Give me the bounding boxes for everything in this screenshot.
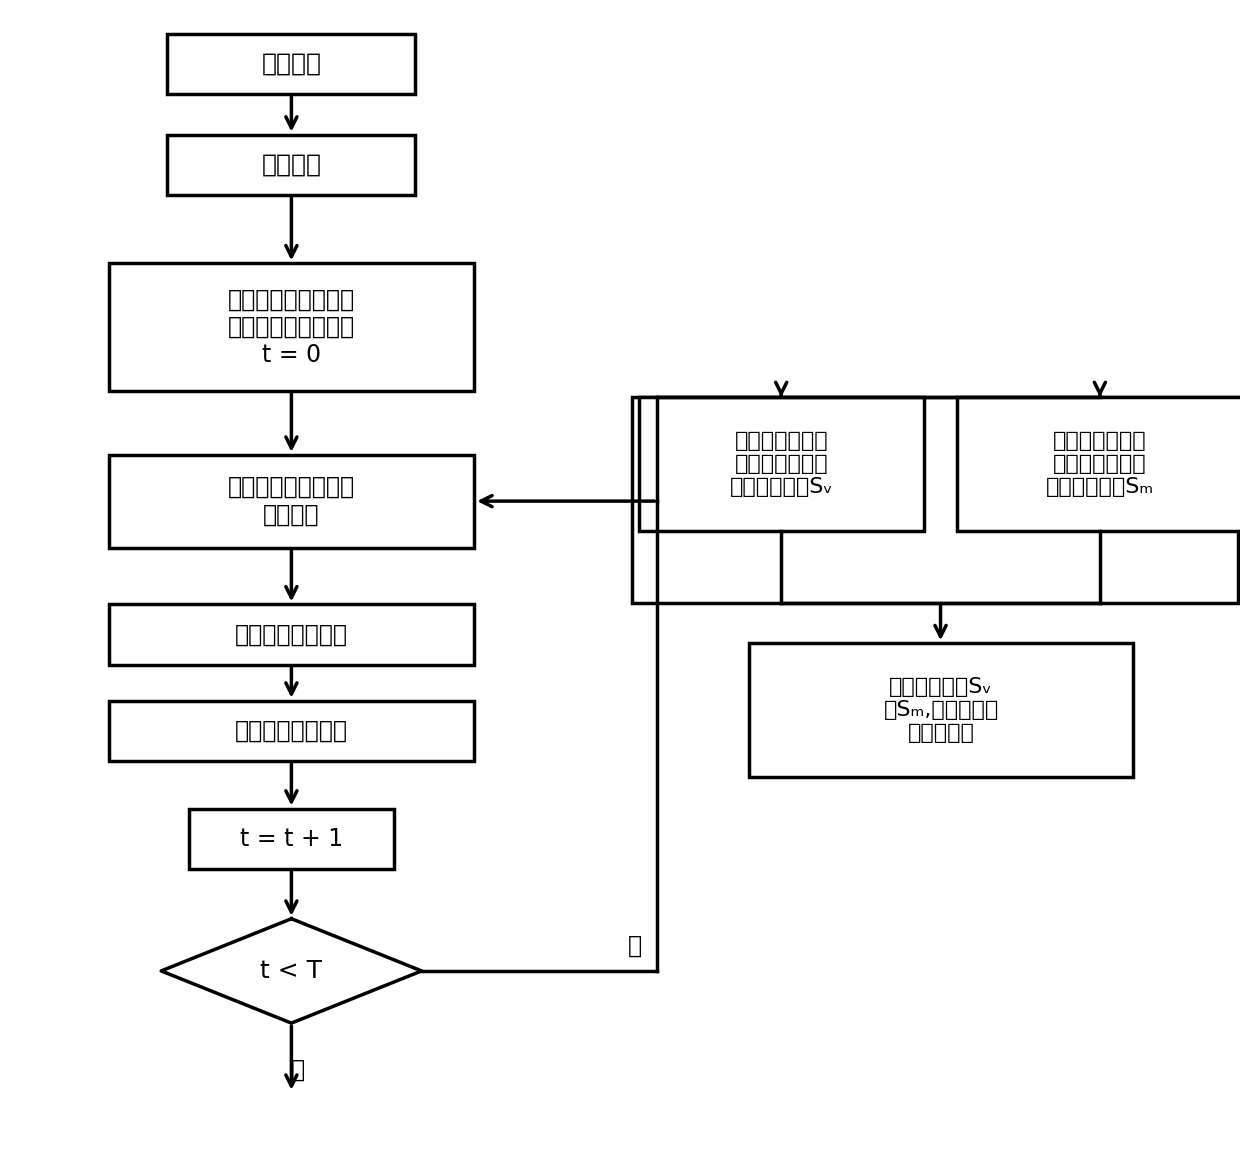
Bar (632, 397, 1238, 603)
Bar (957, 397, 1240, 531)
Text: 更新时域平均图像: 更新时域平均图像 (234, 719, 348, 742)
Text: 时域证据图像赋初值
时域平均图像赋初值
t = 0: 时域证据图像赋初值 时域平均图像赋初值 t = 0 (228, 288, 355, 367)
Text: 采集一帧探测器原始
图像数据: 采集一帧探测器原始 图像数据 (228, 476, 355, 527)
Bar (167, 135, 415, 195)
Text: 否: 否 (290, 1058, 305, 1081)
Text: 遮挡光路: 遮挡光路 (262, 153, 321, 176)
Bar (109, 701, 474, 761)
Bar (167, 34, 415, 94)
Bar (109, 604, 474, 665)
Text: 是: 是 (629, 934, 642, 957)
Text: t < T: t < T (260, 959, 322, 983)
Text: 利用时域平均图
像进行盲元检测
得到盲元集合Sₘ: 利用时域平均图 像进行盲元检测 得到盲元集合Sₘ (1045, 430, 1154, 498)
Bar (639, 397, 924, 531)
Bar (109, 263, 474, 391)
Text: 更新时域证据图像: 更新时域证据图像 (234, 623, 348, 646)
Text: t = t + 1: t = t + 1 (239, 827, 343, 850)
Text: 合并盲元集合Sᵥ
与Sₘ,得到最终盲
元检测结果: 合并盲元集合Sᵥ 与Sₘ,得到最终盲 元检测结果 (884, 676, 998, 744)
Bar (109, 455, 474, 548)
Text: 系统上电: 系统上电 (262, 52, 321, 75)
Bar (188, 809, 394, 869)
Bar (749, 643, 1133, 777)
Polygon shape (161, 919, 422, 1023)
Text: 利用时域证据图
像进行盲元检测
得到盲元集合Sᵥ: 利用时域证据图 像进行盲元检测 得到盲元集合Sᵥ (729, 430, 833, 498)
